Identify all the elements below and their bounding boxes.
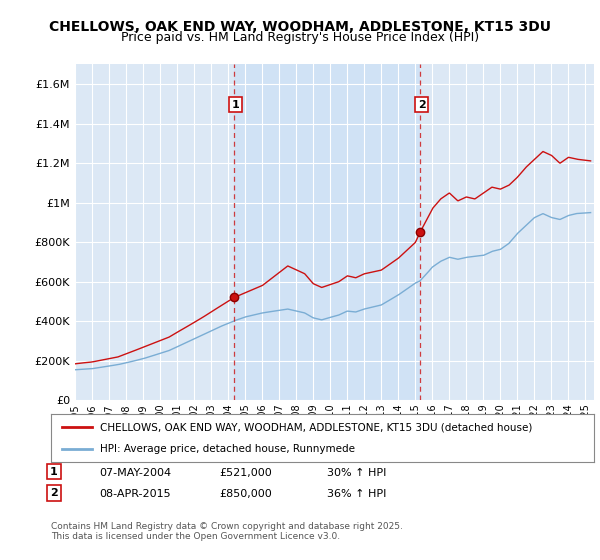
Text: 2: 2	[50, 488, 58, 498]
Text: 07-MAY-2004: 07-MAY-2004	[99, 468, 171, 478]
Text: CHELLOWS, OAK END WAY, WOODHAM, ADDLESTONE, KT15 3DU (detached house): CHELLOWS, OAK END WAY, WOODHAM, ADDLESTO…	[100, 422, 532, 432]
Bar	[234, 64, 420, 400]
Text: Contains HM Land Registry data © Crown copyright and database right 2025.
This d: Contains HM Land Registry data © Crown c…	[51, 522, 403, 542]
Text: 1: 1	[50, 466, 58, 477]
Text: 08-APR-2015: 08-APR-2015	[99, 489, 170, 500]
Text: £850,000: £850,000	[219, 489, 272, 500]
Text: Price paid vs. HM Land Registry's House Price Index (HPI): Price paid vs. HM Land Registry's House …	[121, 31, 479, 44]
Text: 36% ↑ HPI: 36% ↑ HPI	[327, 489, 386, 500]
Text: HPI: Average price, detached house, Runnymede: HPI: Average price, detached house, Runn…	[100, 444, 355, 454]
Text: 30% ↑ HPI: 30% ↑ HPI	[327, 468, 386, 478]
Text: 1: 1	[232, 100, 239, 110]
Text: CHELLOWS, OAK END WAY, WOODHAM, ADDLESTONE, KT15 3DU: CHELLOWS, OAK END WAY, WOODHAM, ADDLESTO…	[49, 20, 551, 34]
Text: £521,000: £521,000	[219, 468, 272, 478]
Text: 2: 2	[418, 100, 425, 110]
